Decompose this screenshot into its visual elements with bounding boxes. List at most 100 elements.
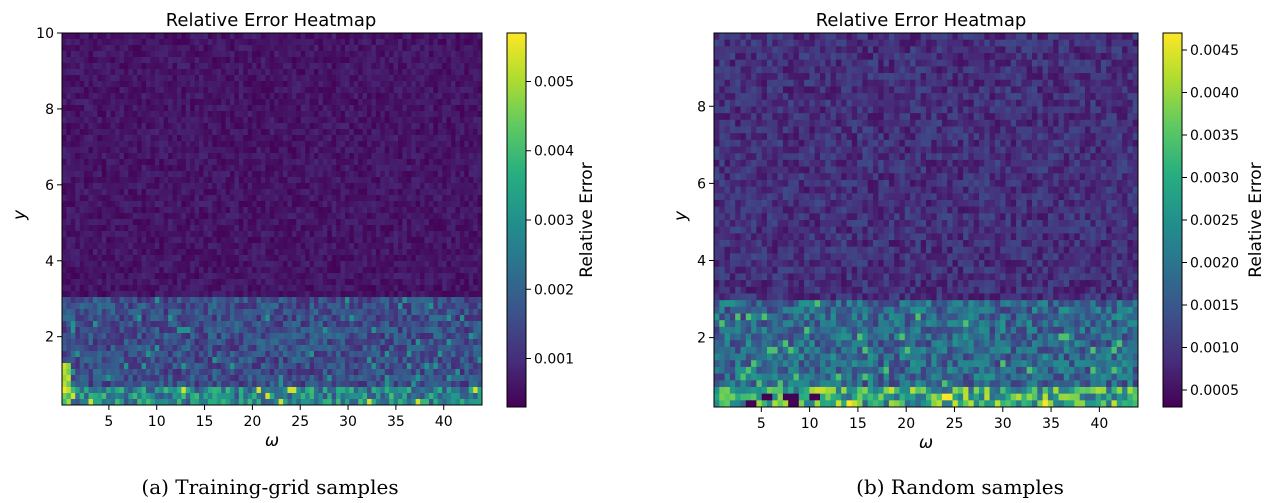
heatmap-cell (150, 177, 156, 184)
heatmap-cell (137, 183, 142, 190)
heatmap-cell (110, 123, 116, 130)
heatmap-cell (119, 33, 125, 40)
heatmap-cell (433, 117, 439, 124)
heatmap-cell (168, 81, 173, 88)
heatmap-cell (106, 177, 112, 184)
heatmap-cell (384, 135, 390, 142)
heatmap-cell (380, 105, 386, 112)
heatmap-cell (305, 93, 310, 100)
heatmap-cell (207, 213, 213, 220)
heatmap-cell (406, 279, 412, 286)
heatmap-cell (353, 201, 359, 208)
heatmap-cell (446, 279, 452, 286)
heatmap-cell (415, 57, 421, 64)
heatmap-cell (106, 111, 112, 118)
heatmap-cell (340, 339, 346, 346)
heatmap-cell (473, 273, 478, 280)
heatmap-cell (384, 201, 390, 208)
heatmap-cell (274, 105, 280, 112)
heatmap-cell (468, 243, 474, 250)
heatmap-cell (468, 33, 474, 40)
heatmap-cell (101, 213, 107, 220)
heatmap-cell (331, 297, 337, 304)
heatmap-cell (92, 141, 98, 148)
heatmap-cell (190, 297, 196, 304)
heatmap-cell (393, 243, 399, 250)
heatmap-cell (146, 201, 151, 208)
heatmap-cell (336, 123, 341, 130)
heatmap-cell (318, 183, 324, 190)
heatmap-cell (428, 99, 434, 106)
heatmap-cell (123, 39, 129, 46)
heatmap-cell (393, 69, 399, 76)
heatmap-cell (128, 123, 134, 130)
heatmap-cell (428, 123, 434, 130)
heatmap-cell (389, 99, 394, 106)
heatmap-cell (146, 99, 151, 106)
heatmap-cell (159, 333, 165, 340)
heatmap-cell (344, 279, 350, 286)
heatmap-cell (181, 111, 187, 118)
heatmap-cell (265, 345, 271, 352)
heatmap-cell (176, 153, 182, 160)
heatmap-cell (300, 57, 306, 64)
heatmap-cell (238, 87, 244, 94)
heatmap-cell (446, 87, 452, 94)
heatmap-cell (353, 333, 359, 340)
heatmap-cell (119, 111, 125, 118)
heatmap-cell (230, 159, 235, 166)
heatmap-cell (455, 285, 461, 292)
heatmap-cell (75, 195, 81, 202)
heatmap-cell (216, 321, 222, 328)
heatmap-cell (132, 33, 138, 40)
heatmap-cell (398, 231, 403, 238)
heatmap-cell (207, 141, 213, 148)
heatmap-cell (234, 111, 240, 118)
heatmap-cell (150, 63, 156, 70)
heatmap-cell (176, 69, 182, 76)
heatmap-cell (322, 213, 328, 220)
heatmap-cell (283, 255, 288, 262)
heatmap-cell (115, 153, 120, 160)
heatmap-cell (411, 123, 417, 130)
heatmap-cell (260, 189, 266, 196)
heatmap-cell (75, 123, 81, 130)
heatmap-cell (296, 207, 302, 214)
heatmap-cell (415, 111, 421, 118)
heatmap-cell (66, 285, 72, 292)
heatmap-cell (247, 135, 253, 142)
heatmap-cell (424, 201, 430, 208)
heatmap-cell (92, 225, 98, 232)
heatmap-cell (92, 39, 98, 46)
heatmap-cell (119, 93, 125, 100)
heatmap-cell (207, 321, 213, 328)
heatmap-cell (62, 63, 67, 70)
heatmap-cell (402, 303, 408, 310)
heatmap-cell (393, 321, 399, 328)
heatmap-cell (225, 171, 231, 178)
heatmap-cell (371, 321, 377, 328)
heatmap-cell (362, 225, 368, 232)
heatmap-cell (185, 75, 191, 82)
heatmap-cell (92, 267, 98, 274)
heatmap-cell (296, 69, 302, 76)
heatmap-cell (451, 243, 456, 250)
heatmap-cell (389, 273, 394, 280)
heatmap-cell (146, 297, 151, 304)
heatmap-cell (473, 57, 478, 64)
heatmap-cell (362, 189, 368, 196)
heatmap-cell (384, 213, 390, 220)
heatmap-cell (375, 123, 381, 130)
heatmap-cell (402, 249, 408, 256)
heatmap-cell (305, 177, 310, 184)
heatmap-cell (274, 75, 280, 82)
heatmap-cell (269, 237, 275, 244)
heatmap-cell (455, 291, 461, 298)
heatmap-cell (230, 177, 235, 184)
heatmap-cell (168, 273, 173, 280)
heatmap-cell (150, 249, 156, 256)
heatmap-cell (451, 297, 456, 304)
heatmap-cell (84, 243, 89, 250)
heatmap-cell (123, 345, 129, 352)
heatmap-cell (159, 63, 165, 70)
